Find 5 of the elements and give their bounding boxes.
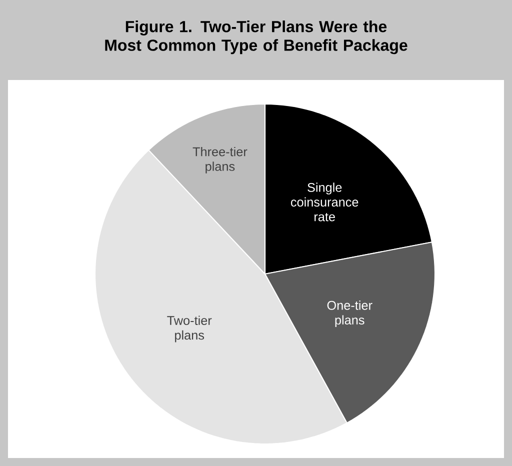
slice-label: One-tier plans: [327, 300, 372, 328]
slice-label: Two-tier plans: [167, 316, 212, 342]
slice-label: Single coinsurance rate: [290, 182, 358, 222]
slice-label: Three-tier plans: [192, 146, 248, 174]
chart-title: Figure 1. Two-Tier Plans Were the Most Common Type of Benefit Package: [105, 20, 408, 54]
